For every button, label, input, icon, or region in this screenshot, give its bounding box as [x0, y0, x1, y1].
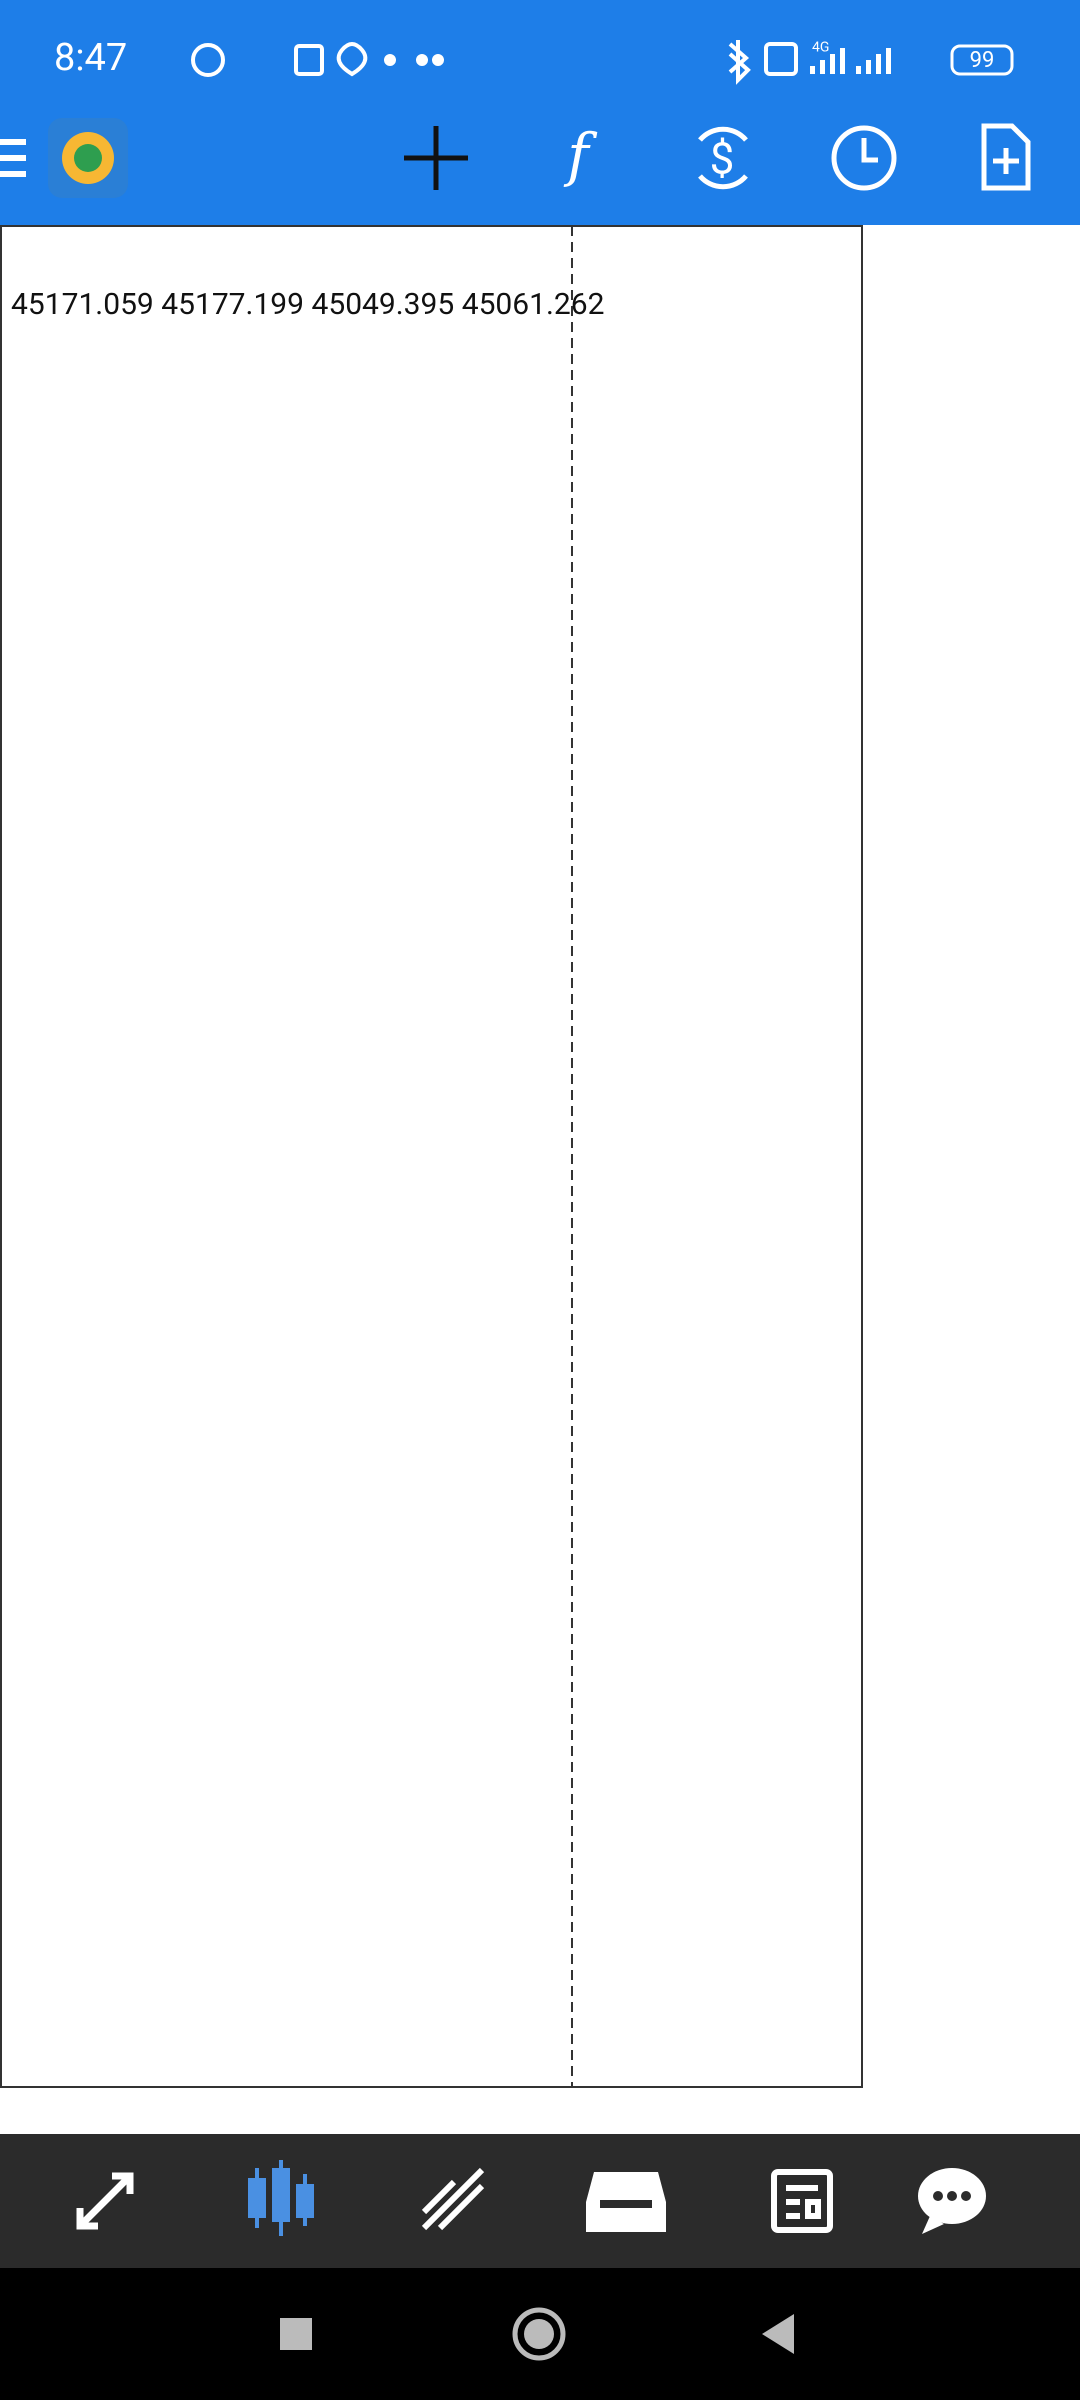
battery — [950, 44, 1014, 76]
back-button[interactable] — [762, 2314, 794, 2354]
svg-text:$: $ — [710, 133, 735, 185]
home-button[interactable] — [512, 2307, 566, 2361]
recent-apps-button[interactable] — [280, 2318, 312, 2350]
battery-level: 99 — [970, 48, 995, 73]
crosshair-button[interactable] — [404, 126, 468, 190]
history-tab[interactable] — [586, 2172, 666, 2232]
signal-bars — [810, 48, 891, 74]
chat-tab[interactable] — [918, 2168, 986, 2234]
bottom-nav — [0, 2134, 1080, 2268]
history-button[interactable] — [831, 125, 897, 191]
chart-frame — [0, 225, 863, 2088]
quotes-tab[interactable] — [76, 2172, 134, 2230]
app-logo[interactable] — [48, 118, 128, 198]
menu-button[interactable] — [0, 139, 26, 177]
ohlc-header: 45171.059 45177.199 45049.395 45061.262 — [11, 287, 605, 322]
trade-button[interactable]: $ — [698, 126, 748, 190]
top-bar — [0, 0, 1080, 225]
new-order-button[interactable] — [981, 123, 1031, 191]
chart-tab[interactable] — [248, 2160, 314, 2236]
clock: 8:47 — [54, 36, 127, 80]
trade-tab[interactable] — [421, 2167, 485, 2231]
status-icons — [191, 40, 798, 85]
network-type: 4G — [812, 40, 829, 56]
news-tab[interactable] — [771, 2169, 833, 2233]
